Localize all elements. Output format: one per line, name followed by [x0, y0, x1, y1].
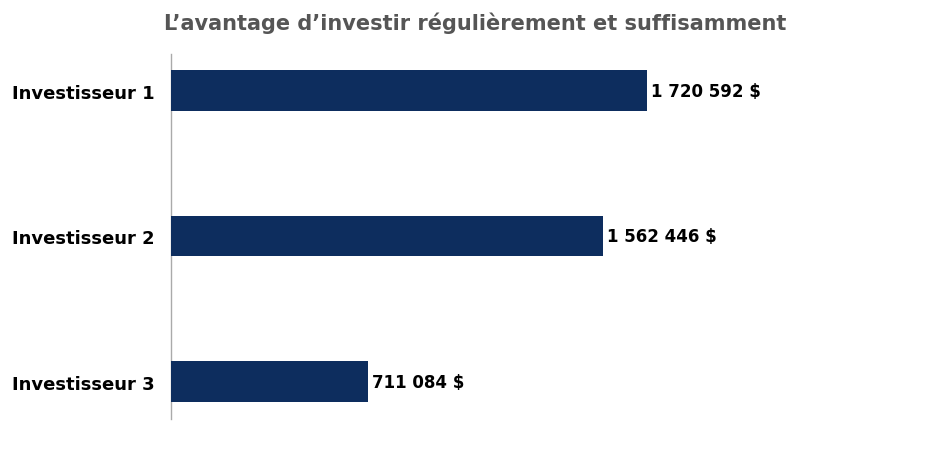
- Bar: [171, 216, 603, 257]
- Text: 711 084 $: 711 084 $: [371, 373, 464, 391]
- Bar: [171, 361, 368, 402]
- Title: L’avantage d’investir régulièrement et suffisamment: L’avantage d’investir régulièrement et s…: [163, 12, 787, 34]
- Text: 1 562 446 $: 1 562 446 $: [607, 228, 716, 246]
- Bar: [171, 71, 647, 112]
- Text: 1 720 592 $: 1 720 592 $: [651, 82, 761, 101]
